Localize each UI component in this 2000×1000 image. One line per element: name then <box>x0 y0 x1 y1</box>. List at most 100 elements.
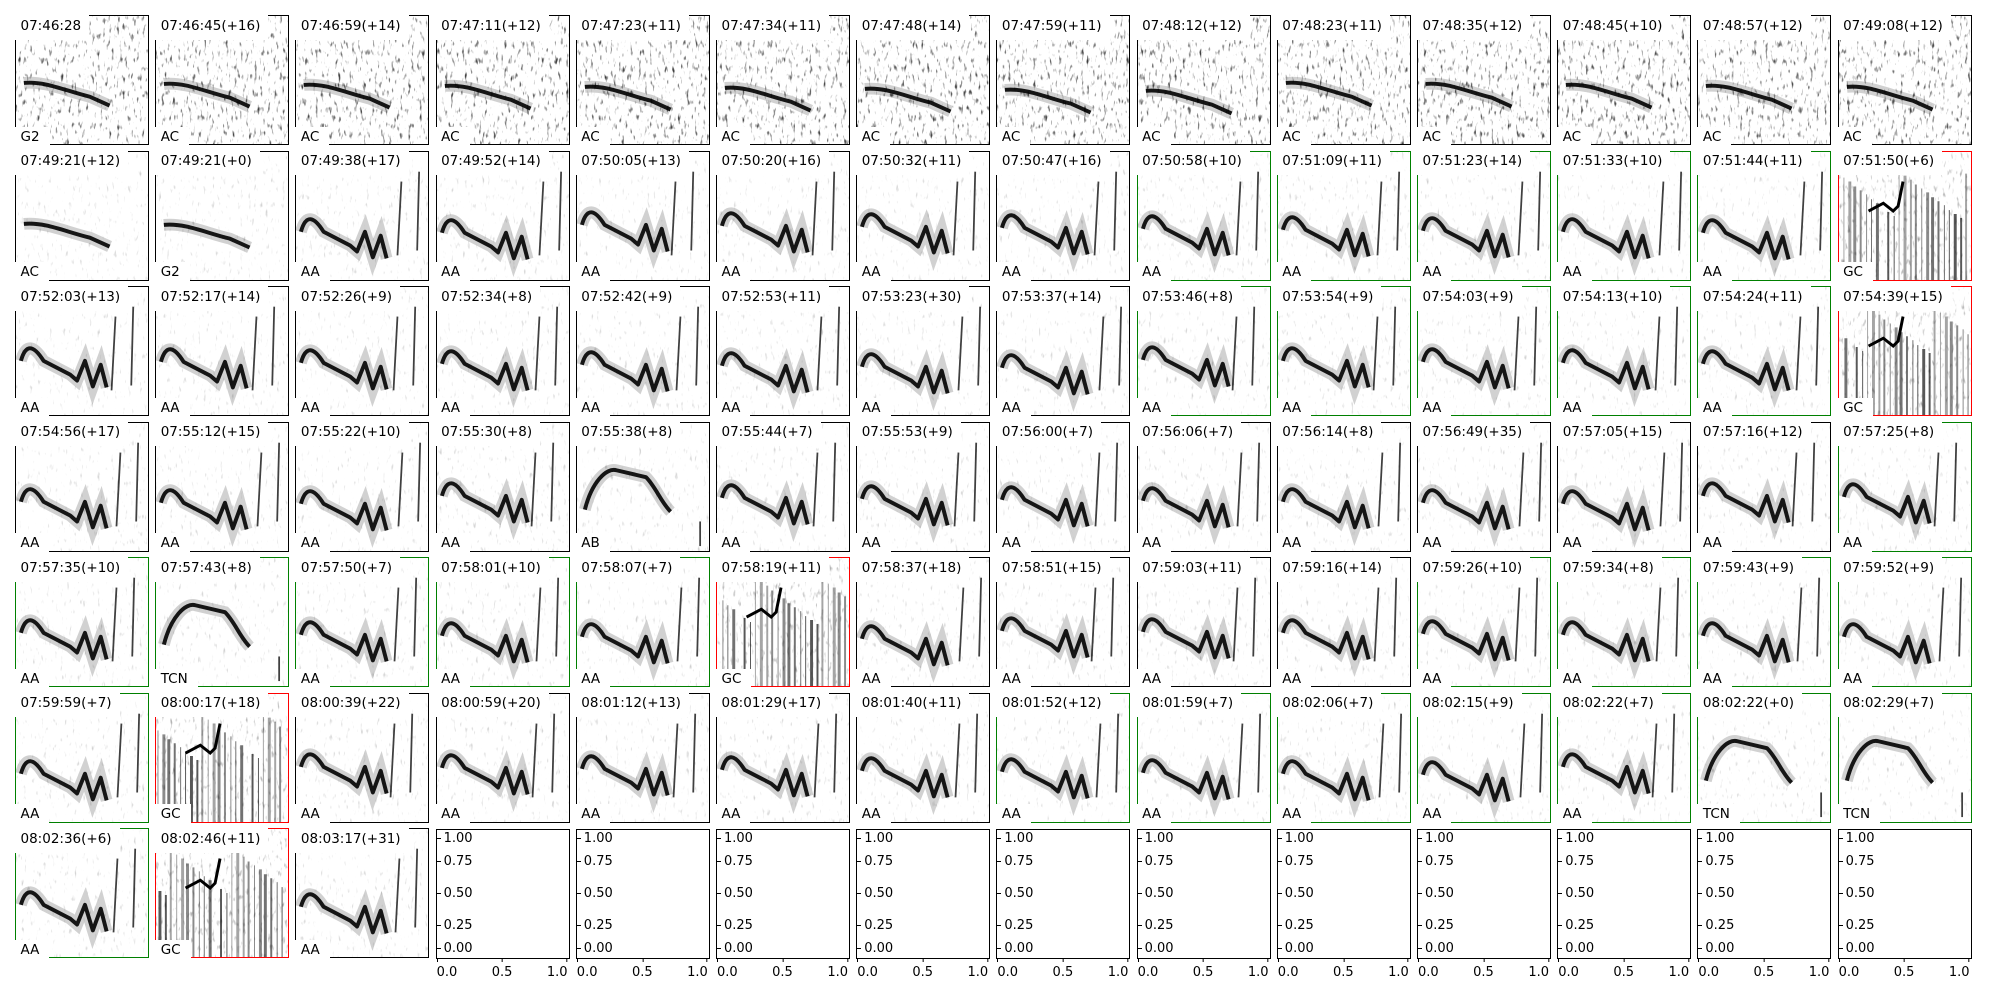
spectrogram-panel: 07:58:01(+10) AA <box>435 556 570 688</box>
y-tick-label: 0.50 <box>1277 887 1314 900</box>
empty-axes: 0.00 0.25 0.50 0.75 1.00 0.0 0.5 1.0 <box>1697 829 1832 980</box>
call-click <box>1957 577 1962 657</box>
spectrogram-panel: 08:02:06(+7) AA <box>1276 692 1411 823</box>
y-tick-label: 0.50 <box>717 887 753 900</box>
panel-timestamp: 08:00:17(+18) <box>154 692 269 717</box>
call-click <box>1393 577 1397 657</box>
spectrogram-panel: 07:46:45(+16) AC <box>154 14 290 146</box>
spectrogram-panel: 07:56:00(+7) AA <box>995 421 1131 552</box>
call-click <box>1094 180 1100 255</box>
call-click <box>1098 316 1105 391</box>
call-trace <box>1561 620 1651 663</box>
call-click <box>1378 722 1385 797</box>
call-trace <box>19 618 109 661</box>
call-click <box>417 442 422 521</box>
panel-timestamp: 07:48:57(+12) <box>1696 14 1811 40</box>
call-click <box>977 306 982 386</box>
call-click <box>690 171 694 250</box>
spectrogram-panel: 08:01:12(+13) AA <box>575 692 710 823</box>
spectrogram-panel: 07:55:22(+10) AA <box>294 421 430 552</box>
panel-class-label: AA <box>855 262 891 281</box>
panel-class-label: AA <box>715 397 751 417</box>
call-trace <box>23 80 111 108</box>
y-tick-label: 0.25 <box>997 919 1033 932</box>
call-trace <box>1841 622 1932 665</box>
call-click <box>413 577 418 657</box>
panel-class-label: AA <box>855 533 891 552</box>
call-trace <box>1701 349 1791 392</box>
y-tick-label: 0.25 <box>717 919 753 932</box>
call-click <box>813 722 820 797</box>
panel-class-label: AA <box>715 262 751 281</box>
call-click <box>111 587 118 662</box>
call-click <box>394 587 400 662</box>
spectrogram-panel: 07:51:23(+14) AA <box>1416 150 1551 281</box>
call-trace <box>1701 217 1791 260</box>
call-trace <box>1140 485 1231 528</box>
y-tick-label: 1.00 <box>1137 832 1174 845</box>
spectrogram-panel: 07:49:38(+17) AA <box>294 150 430 281</box>
spectrogram-panel: 07:55:12(+15) AA <box>154 421 290 552</box>
panel-timestamp: 07:54:39(+15) <box>1837 285 1951 311</box>
x-tick-label: 0.0 <box>1698 958 1719 980</box>
spectrogram-panel: 07:50:32(+11) AA <box>855 150 991 281</box>
spectrogram-panel: 07:57:43(+8) TCN <box>154 556 290 688</box>
x-tick-label: 0.5 <box>1473 958 1494 980</box>
call-click <box>675 316 682 391</box>
spectrogram-panel: 07:57:05(+15) AA <box>1556 421 1692 552</box>
call-click <box>1675 577 1680 657</box>
spectrogram-panel: 07:59:34(+8) AA <box>1556 556 1692 688</box>
panel-timestamp: 07:59:52(+9) <box>1837 556 1943 582</box>
call-click <box>957 316 964 391</box>
panel-timestamp: 07:57:16(+12) <box>1696 421 1811 446</box>
y-tick-label: 0.00 <box>1418 942 1454 955</box>
call-trace <box>162 603 252 649</box>
call-trace <box>1000 616 1090 659</box>
panel-class-label: AA <box>995 668 1031 688</box>
panel-timestamp: 07:54:03(+9) <box>1416 285 1522 311</box>
call-trace <box>1000 756 1090 799</box>
y-tick-label: 0.75 <box>1838 855 1875 868</box>
x-tick-label: 1.0 <box>1809 958 1829 980</box>
y-tick-label: 0.75 <box>1418 855 1454 868</box>
y-tick-label: 0.25 <box>1277 919 1314 932</box>
call-click <box>136 713 141 792</box>
x-tick-label: 0.0 <box>1558 958 1579 980</box>
panel-class-label: AA <box>435 804 470 823</box>
spectrogram-panel: 08:01:40(+11) AA <box>855 692 991 823</box>
panel-class-label: AC <box>14 262 49 281</box>
call-click <box>1514 587 1521 662</box>
empty-axes: 0.00 0.25 0.50 0.75 1.00 0.0 0.5 1.0 <box>716 829 850 980</box>
panel-class-label: AA <box>1556 804 1592 823</box>
call-click <box>1095 722 1102 797</box>
spectrogram-panel: 07:47:23(+11) AC <box>575 14 710 146</box>
panel-class-label: AA <box>435 668 470 688</box>
panel-timestamp: 07:55:22(+10) <box>294 421 409 446</box>
panel-timestamp: 07:51:09(+11) <box>1276 150 1390 175</box>
panel-class-label: AA <box>1837 668 1872 688</box>
empty-axes: 0.00 0.25 0.50 0.75 1.00 0.0 0.5 1.0 <box>1417 829 1551 980</box>
spectrogram-panel: 07:52:17(+14) AA <box>154 285 290 417</box>
y-tick-label: 0.00 <box>857 942 893 955</box>
spectrogram-panel: 07:47:11(+12) AC <box>435 14 570 146</box>
call-click <box>1397 442 1401 521</box>
spectrogram-panel: 07:53:54(+9) AA <box>1276 285 1411 417</box>
call-trace <box>724 85 812 113</box>
panel-class-label: AC <box>715 126 750 146</box>
empty-axes: 0.00 0.25 0.50 0.75 1.00 0.0 0.5 1.0 <box>1136 829 1271 980</box>
panel-class-label: AA <box>855 804 891 823</box>
call-trace <box>304 82 391 110</box>
y-tick-label: 1.00 <box>997 832 1033 845</box>
empty-axes: 0.00 0.25 0.50 0.75 1.00 0.0 0.5 1.0 <box>1557 829 1692 980</box>
spectrogram-panel: 07:59:59(+7) AA <box>14 692 149 823</box>
panel-class-label: AA <box>1416 533 1452 552</box>
x-tick-label: 1.0 <box>1248 958 1269 980</box>
empty-axes: 0.00 0.25 0.50 0.75 1.00 0.0 0.5 1.0 <box>856 829 991 980</box>
call-click <box>535 587 541 662</box>
call-trace <box>299 348 389 391</box>
panel-class-label: AC <box>855 126 891 146</box>
panel-class-label: AA <box>1556 262 1592 281</box>
panel-class-label: AA <box>1837 533 1872 552</box>
panel-class-label: GC <box>1837 262 1873 281</box>
panel-class-label: AA <box>1556 533 1592 552</box>
